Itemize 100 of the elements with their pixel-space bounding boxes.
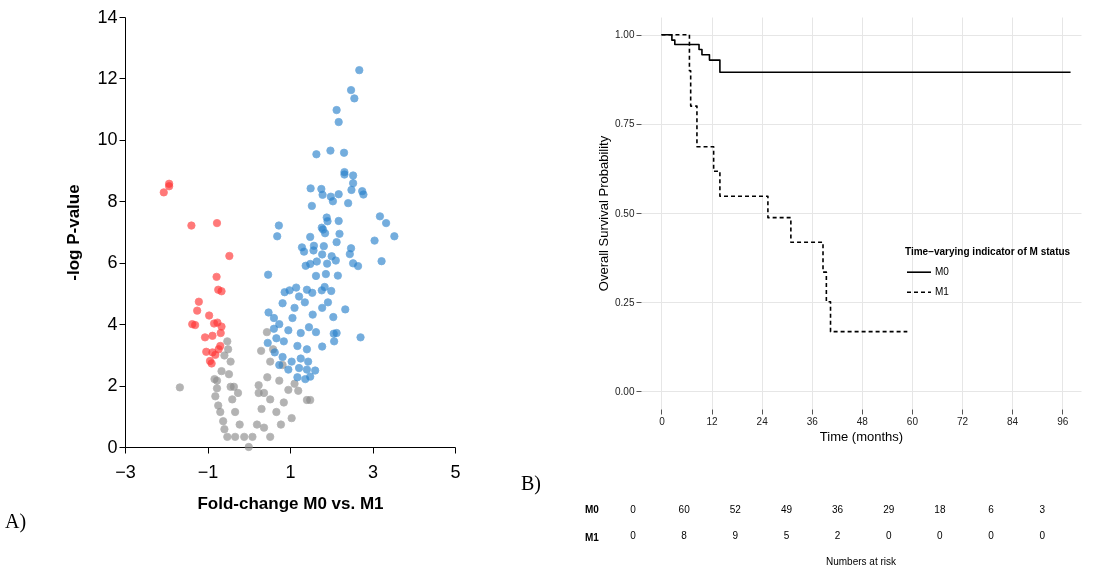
x-tick-label: 3 [367,461,379,482]
text: 9 [732,530,739,541]
point [252,420,262,429]
point [266,357,275,366]
x-axis-title: Fold-change M0 vs. M1 [197,493,384,513]
text: 6 [988,504,995,515]
legend-title: Time−varying indicator of M status [905,246,1071,258]
point [187,221,196,230]
x-tick-label: −3 [115,461,136,482]
text: 3 [1039,504,1046,515]
x-tick-label: 60 [906,415,919,427]
text: 8 [681,530,688,541]
point [276,420,286,429]
point [229,382,239,391]
point [212,384,222,393]
text: B) [521,472,541,495]
point [194,297,203,306]
y-tick-label: 2 [107,375,118,396]
point [266,395,275,404]
point [228,395,237,404]
category-label: M0 [585,504,599,515]
text: 0 [885,530,892,541]
point [275,376,284,385]
point [214,401,223,410]
point [254,381,263,390]
y-tick-label: 10 [97,129,118,150]
point [225,251,234,261]
point [235,420,244,429]
point [224,345,233,354]
legend-label: M0 [935,266,950,278]
point [254,388,263,398]
point [220,425,229,434]
y-tick-label: 8 [107,190,118,211]
point [279,398,288,407]
y-tick-label: 0.50 [615,207,635,219]
x-tick-label: 5 [450,461,461,482]
point [223,337,232,346]
point [266,432,275,441]
point [200,333,210,342]
point [231,432,240,441]
y-axis-title: Overall Survival Probability [596,135,612,292]
x-tick-label: 48 [856,415,869,427]
text: 49 [780,504,793,515]
text: Numbers at risk [825,556,898,567]
y-tick-label: 12 [97,67,118,88]
point [262,328,272,337]
point [233,388,243,398]
text: 0 [1039,530,1046,541]
point [212,272,221,281]
point [217,322,226,331]
point [202,347,211,356]
point [159,188,168,197]
text: A) [5,510,27,533]
x-tick-label: 1 [285,461,296,482]
point [220,351,229,360]
x-tick-label: 0 [659,415,666,427]
text: 36 [832,504,844,515]
text: 52 [729,504,742,515]
point [272,407,281,417]
point [294,386,303,395]
legend-label: M1 [935,286,950,298]
text: 5 [783,530,790,541]
text: 18 [934,504,946,515]
point [205,311,214,320]
point [175,383,184,392]
text: 0 [988,530,995,541]
point [219,417,228,426]
category-label: M1 [585,532,599,543]
point [244,442,253,452]
y-axis-title: -log P-value [64,184,84,281]
point [214,345,223,354]
point [224,370,234,379]
point [211,392,220,401]
point [248,432,257,441]
point [290,379,299,388]
x-tick-label: 24 [756,415,769,427]
y-tick-label: 0.75 [615,118,635,130]
point [231,407,240,417]
point [223,432,232,441]
point [240,432,249,441]
y-tick-label: 0.00 [615,385,635,397]
text: 0 [937,530,944,541]
point [257,404,266,414]
point [306,395,315,405]
point [284,385,293,394]
y-tick-label: 0 [107,436,118,457]
text: 29 [883,504,895,515]
x-tick-label: −1 [197,461,219,482]
point [226,357,235,366]
x-tick-label: 12 [706,415,719,427]
x-tick-label: 96 [1057,415,1069,427]
y-tick-label: 1.00 [615,29,635,41]
x-axis-title: Time (months) [819,428,904,444]
y-tick-label: 14 [97,6,118,27]
x-tick-label: 36 [806,415,819,427]
point [193,306,202,315]
text: 60 [678,504,691,515]
point [216,407,225,417]
x-tick-label: 72 [956,415,969,427]
y-tick-label: 4 [107,313,118,334]
